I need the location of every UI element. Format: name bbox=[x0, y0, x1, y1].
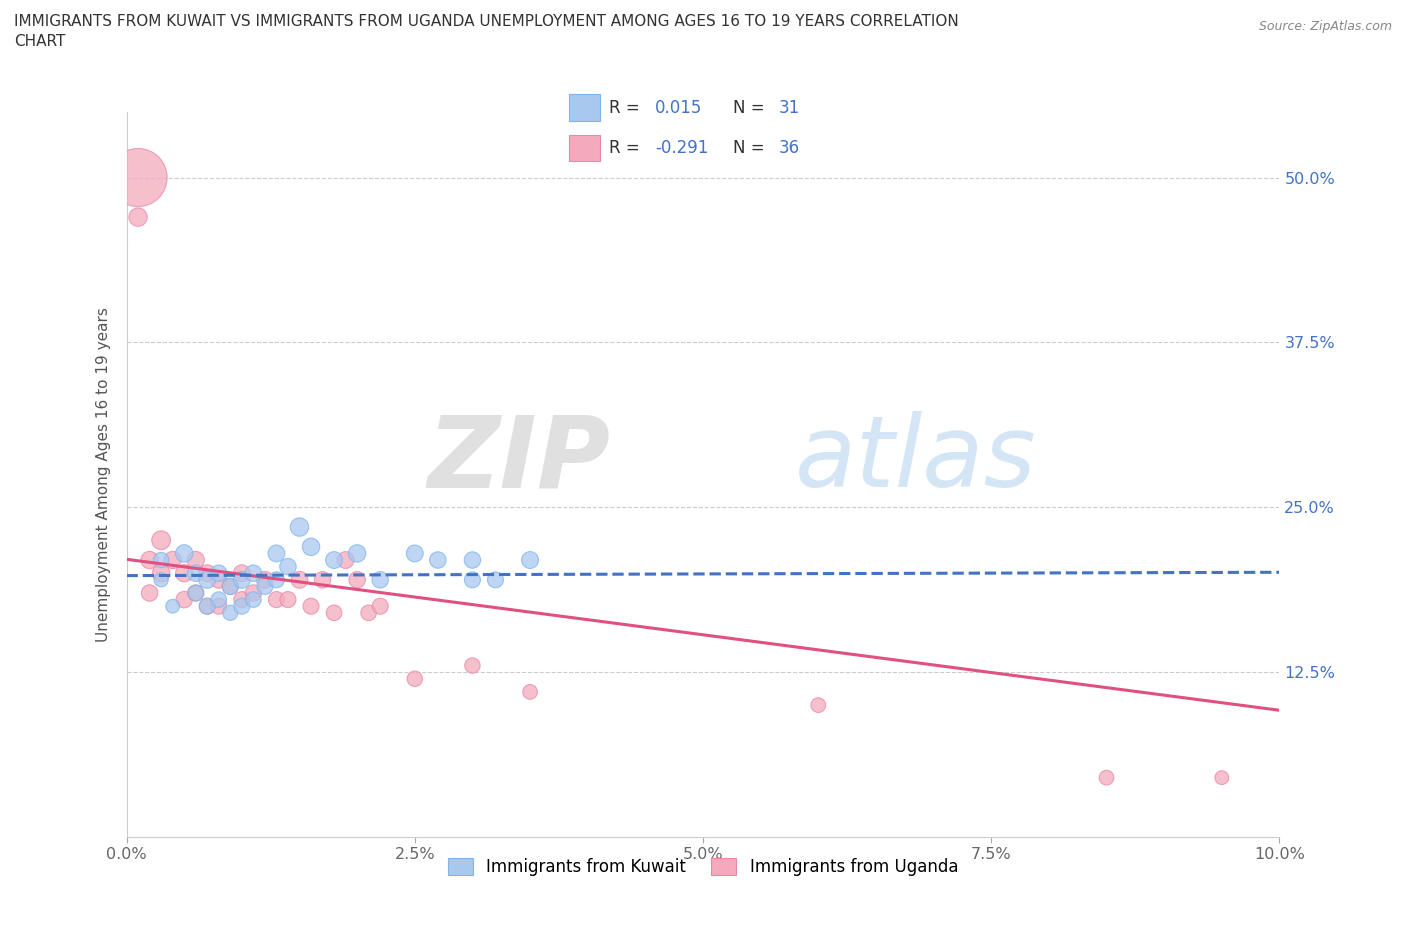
Point bbox=[173, 592, 195, 607]
Point bbox=[231, 592, 253, 607]
Point bbox=[242, 565, 264, 580]
Text: 31: 31 bbox=[779, 99, 800, 116]
Point bbox=[404, 671, 426, 686]
Text: -0.291: -0.291 bbox=[655, 140, 709, 157]
FancyBboxPatch shape bbox=[568, 94, 599, 121]
Point bbox=[195, 572, 218, 587]
Point bbox=[184, 565, 207, 580]
Point bbox=[323, 552, 346, 567]
Point bbox=[242, 592, 264, 607]
Point bbox=[299, 539, 322, 554]
Point bbox=[1095, 770, 1118, 785]
Text: atlas: atlas bbox=[796, 411, 1036, 509]
Text: CHART: CHART bbox=[14, 34, 66, 49]
Point bbox=[173, 546, 195, 561]
Point bbox=[253, 579, 276, 594]
Point bbox=[311, 572, 333, 587]
Point bbox=[208, 565, 231, 580]
Point bbox=[184, 586, 207, 601]
Point bbox=[127, 170, 149, 185]
Point bbox=[242, 586, 264, 601]
Text: R =: R = bbox=[609, 99, 645, 116]
Point bbox=[231, 572, 253, 587]
FancyBboxPatch shape bbox=[568, 135, 599, 162]
Point bbox=[150, 565, 173, 580]
Point bbox=[461, 572, 484, 587]
Point bbox=[277, 559, 299, 574]
Point bbox=[195, 599, 218, 614]
Point bbox=[1211, 770, 1233, 785]
Point bbox=[346, 572, 368, 587]
Point bbox=[150, 552, 173, 567]
Point bbox=[461, 552, 484, 567]
Point bbox=[219, 579, 242, 594]
Text: N =: N = bbox=[733, 99, 769, 116]
Text: 0.015: 0.015 bbox=[655, 99, 703, 116]
Text: IMMIGRANTS FROM KUWAIT VS IMMIGRANTS FROM UGANDA UNEMPLOYMENT AMONG AGES 16 TO 1: IMMIGRANTS FROM KUWAIT VS IMMIGRANTS FRO… bbox=[14, 14, 959, 29]
Point bbox=[150, 533, 173, 548]
Point bbox=[461, 658, 484, 673]
Text: Source: ZipAtlas.com: Source: ZipAtlas.com bbox=[1258, 20, 1392, 33]
Point bbox=[368, 572, 391, 587]
Point bbox=[253, 572, 276, 587]
Point bbox=[208, 592, 231, 607]
Point bbox=[299, 599, 322, 614]
Point bbox=[357, 605, 380, 620]
Point bbox=[208, 572, 231, 587]
Point bbox=[368, 599, 391, 614]
Point bbox=[519, 684, 541, 699]
Text: ZIP: ZIP bbox=[427, 411, 610, 509]
Point bbox=[184, 586, 207, 601]
Point bbox=[208, 599, 231, 614]
Point bbox=[346, 546, 368, 561]
Point bbox=[484, 572, 506, 587]
Text: R =: R = bbox=[609, 140, 645, 157]
Point bbox=[323, 605, 346, 620]
Point bbox=[219, 605, 242, 620]
Point bbox=[266, 546, 288, 561]
Point bbox=[266, 572, 288, 587]
Legend: Immigrants from Kuwait, Immigrants from Uganda: Immigrants from Kuwait, Immigrants from … bbox=[441, 852, 965, 883]
Point bbox=[162, 599, 184, 614]
Point bbox=[266, 592, 288, 607]
Point bbox=[519, 552, 541, 567]
Point bbox=[162, 552, 184, 567]
Point bbox=[173, 565, 195, 580]
Point bbox=[184, 552, 207, 567]
Point bbox=[195, 599, 218, 614]
Point bbox=[277, 592, 299, 607]
Point bbox=[288, 520, 311, 535]
Point bbox=[231, 565, 253, 580]
Point bbox=[335, 552, 357, 567]
Text: 36: 36 bbox=[779, 140, 800, 157]
Text: N =: N = bbox=[733, 140, 769, 157]
Point bbox=[404, 546, 426, 561]
Point bbox=[150, 572, 173, 587]
Y-axis label: Unemployment Among Ages 16 to 19 years: Unemployment Among Ages 16 to 19 years bbox=[96, 307, 111, 642]
Point bbox=[138, 552, 160, 567]
Point bbox=[195, 565, 218, 580]
Point bbox=[127, 209, 149, 224]
Point bbox=[219, 579, 242, 594]
Point bbox=[807, 698, 830, 712]
Point bbox=[288, 572, 311, 587]
Point bbox=[138, 586, 160, 601]
Point bbox=[426, 552, 449, 567]
Point bbox=[231, 599, 253, 614]
